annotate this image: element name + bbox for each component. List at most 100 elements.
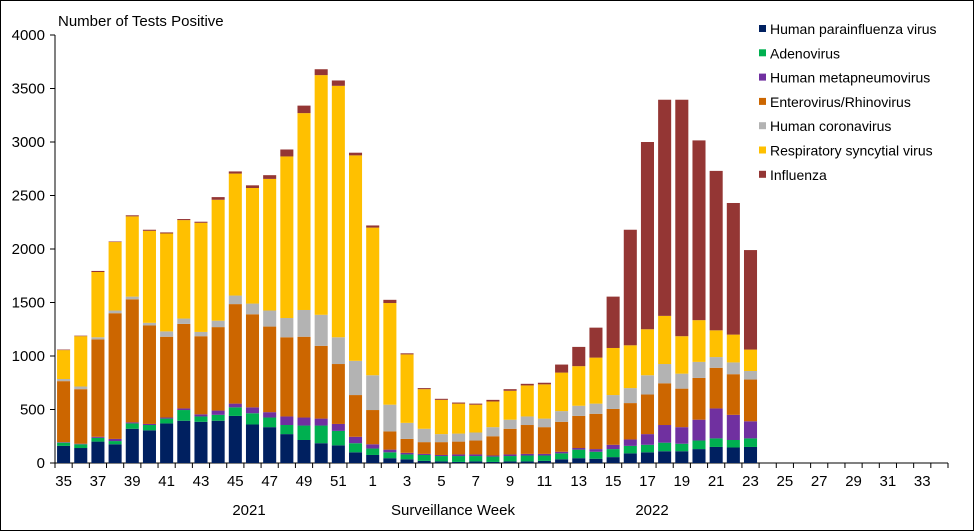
bar-segment-respiratory-syncytial-virus [297, 113, 311, 310]
bar-segment-influenza [640, 142, 654, 330]
bar-segment-human-parainfluenza-virus [245, 424, 260, 463]
bar-segment-human-metapneumovirus [709, 408, 723, 439]
bar-segment-adenovirus [589, 451, 603, 459]
bar-segment-respiratory-syncytial-virus [349, 155, 363, 361]
bar-segment-human-coronavirus [245, 303, 260, 315]
bar-segment-adenovirus [280, 425, 294, 435]
bar-segment-enterovirus-rhinovirus [366, 410, 380, 445]
bar-segment-respiratory-syncytial-virus [537, 384, 551, 419]
bar-segment-enterovirus-rhinovirus [194, 336, 208, 415]
bar-segment-human-coronavirus [709, 357, 723, 368]
x-axis: 35 37 39 41 43 45 47 49 51 1 3 5 7 9 11 13 15 17 19 21 23 25 2… [54, 462, 949, 490]
bar-week-21 [709, 170, 723, 463]
x-tick-label: 39 [124, 473, 141, 490]
bar-segment-influenza [177, 219, 191, 221]
bar-segment-human-parainfluenza-virus [640, 452, 654, 463]
bar-segment-human-coronavirus [74, 386, 88, 390]
bar-segment-human-coronavirus [125, 296, 139, 300]
bar-segment-human-metapneumovirus [743, 421, 758, 439]
bar-segment-human-coronavirus [623, 388, 637, 404]
x-tick-label: 49 [296, 473, 313, 490]
bar-week-36 [74, 335, 88, 463]
bar-week-6 [452, 402, 466, 463]
legend-swatch [759, 170, 766, 178]
bar-segment-human-parainfluenza-virus [314, 443, 328, 463]
x-tick-label: 41 [158, 473, 175, 490]
bar-segment-enterovirus-rhinovirus [726, 374, 740, 415]
bar-segment-human-coronavirus [280, 318, 294, 338]
bar-segment-adenovirus [537, 455, 551, 461]
bar-segment-enterovirus-rhinovirus [434, 442, 448, 455]
bars [57, 69, 758, 463]
y-tick-label: 2000 [12, 241, 45, 258]
legend-swatch [759, 25, 766, 32]
bar-segment-influenza [417, 388, 431, 390]
bar-segment-adenovirus [434, 456, 448, 462]
bar-segment-respiratory-syncytial-virus [486, 401, 500, 428]
bar-segment-human-parainfluenza-virus [160, 423, 174, 463]
bar-segment-human-coronavirus [452, 433, 466, 442]
bar-segment-influenza [606, 296, 620, 348]
x-tick-label: 21 [708, 473, 725, 490]
bar-segment-human-parainfluenza-virus [503, 461, 517, 463]
bar-segment-human-metapneumovirus [434, 454, 448, 457]
bar-segment-adenovirus [555, 453, 569, 460]
bar-segment-human-metapneumovirus [263, 412, 277, 418]
x-tick-label: 25 [777, 473, 794, 490]
bar-segment-influenza [469, 403, 483, 405]
bar-segment-human-coronavirus [572, 405, 586, 416]
bar-segment-human-metapneumovirus [91, 436, 105, 438]
bar-week-17 [640, 142, 654, 463]
bar-segment-enterovirus-rhinovirus [245, 314, 260, 408]
bar-segment-human-coronavirus [383, 404, 397, 432]
x-tick-label: 15 [605, 473, 622, 490]
bar-segment-human-parainfluenza-virus [658, 451, 672, 463]
bar-segment-human-metapneumovirus [349, 436, 363, 444]
bar-segment-adenovirus [74, 444, 88, 449]
bar-segment-human-parainfluenza-virus [297, 439, 311, 463]
x-tick-label: 29 [845, 473, 862, 490]
x-tick-label: 43 [193, 473, 210, 490]
bar-segment-adenovirus [125, 423, 139, 429]
bar-segment-human-parainfluenza-virus [537, 460, 551, 463]
bar-segment-human-metapneumovirus [555, 451, 569, 454]
x-tick-label: 5 [437, 473, 445, 490]
x-tick-label: 3 [403, 473, 411, 490]
bar-segment-human-parainfluenza-virus [280, 434, 294, 463]
bar-week-49 [297, 105, 311, 463]
bar-segment-adenovirus [314, 425, 328, 444]
x-tick-label: 27 [811, 473, 828, 490]
bar-segment-enterovirus-rhinovirus [125, 299, 139, 423]
bar-segment-influenza [314, 69, 328, 76]
bar-segment-human-coronavirus [658, 364, 672, 384]
x-tick-label: 37 [90, 473, 107, 490]
bar-segment-human-parainfluenza-virus [91, 441, 105, 463]
bar-segment-human-parainfluenza-virus [331, 445, 345, 463]
bar-segment-human-parainfluenza-virus [366, 454, 380, 463]
bar-week-13 [572, 346, 586, 463]
bar-segment-adenovirus [400, 454, 414, 460]
bar-week-40 [142, 229, 156, 463]
y-tick-label: 2500 [12, 188, 45, 205]
bar-segment-enterovirus-rhinovirus [263, 326, 277, 413]
bar-segment-human-coronavirus [675, 373, 689, 389]
bar-segment-human-coronavirus [743, 370, 758, 380]
bar-segment-influenza [400, 353, 414, 355]
bar-week-12 [555, 364, 569, 463]
bar-segment-human-coronavirus [57, 379, 71, 382]
bar-segment-enterovirus-rhinovirus [692, 377, 706, 420]
bar-segment-respiratory-syncytial-virus [383, 303, 397, 405]
bar-segment-influenza [366, 225, 380, 228]
x-tick-label: 45 [227, 473, 244, 490]
bar-week-5 [434, 398, 448, 463]
bar-segment-respiratory-syncytial-virus [280, 156, 294, 319]
bar-segment-respiratory-syncytial-virus [555, 372, 569, 412]
bar-week-52 [349, 152, 363, 463]
bar-segment-human-metapneumovirus [469, 454, 483, 457]
bar-segment-adenovirus [486, 456, 500, 462]
x-tick-label: 19 [673, 473, 690, 490]
bar-segment-human-coronavirus [486, 427, 500, 437]
bar-segment-adenovirus [383, 452, 397, 459]
bar-segment-influenza [555, 364, 569, 373]
